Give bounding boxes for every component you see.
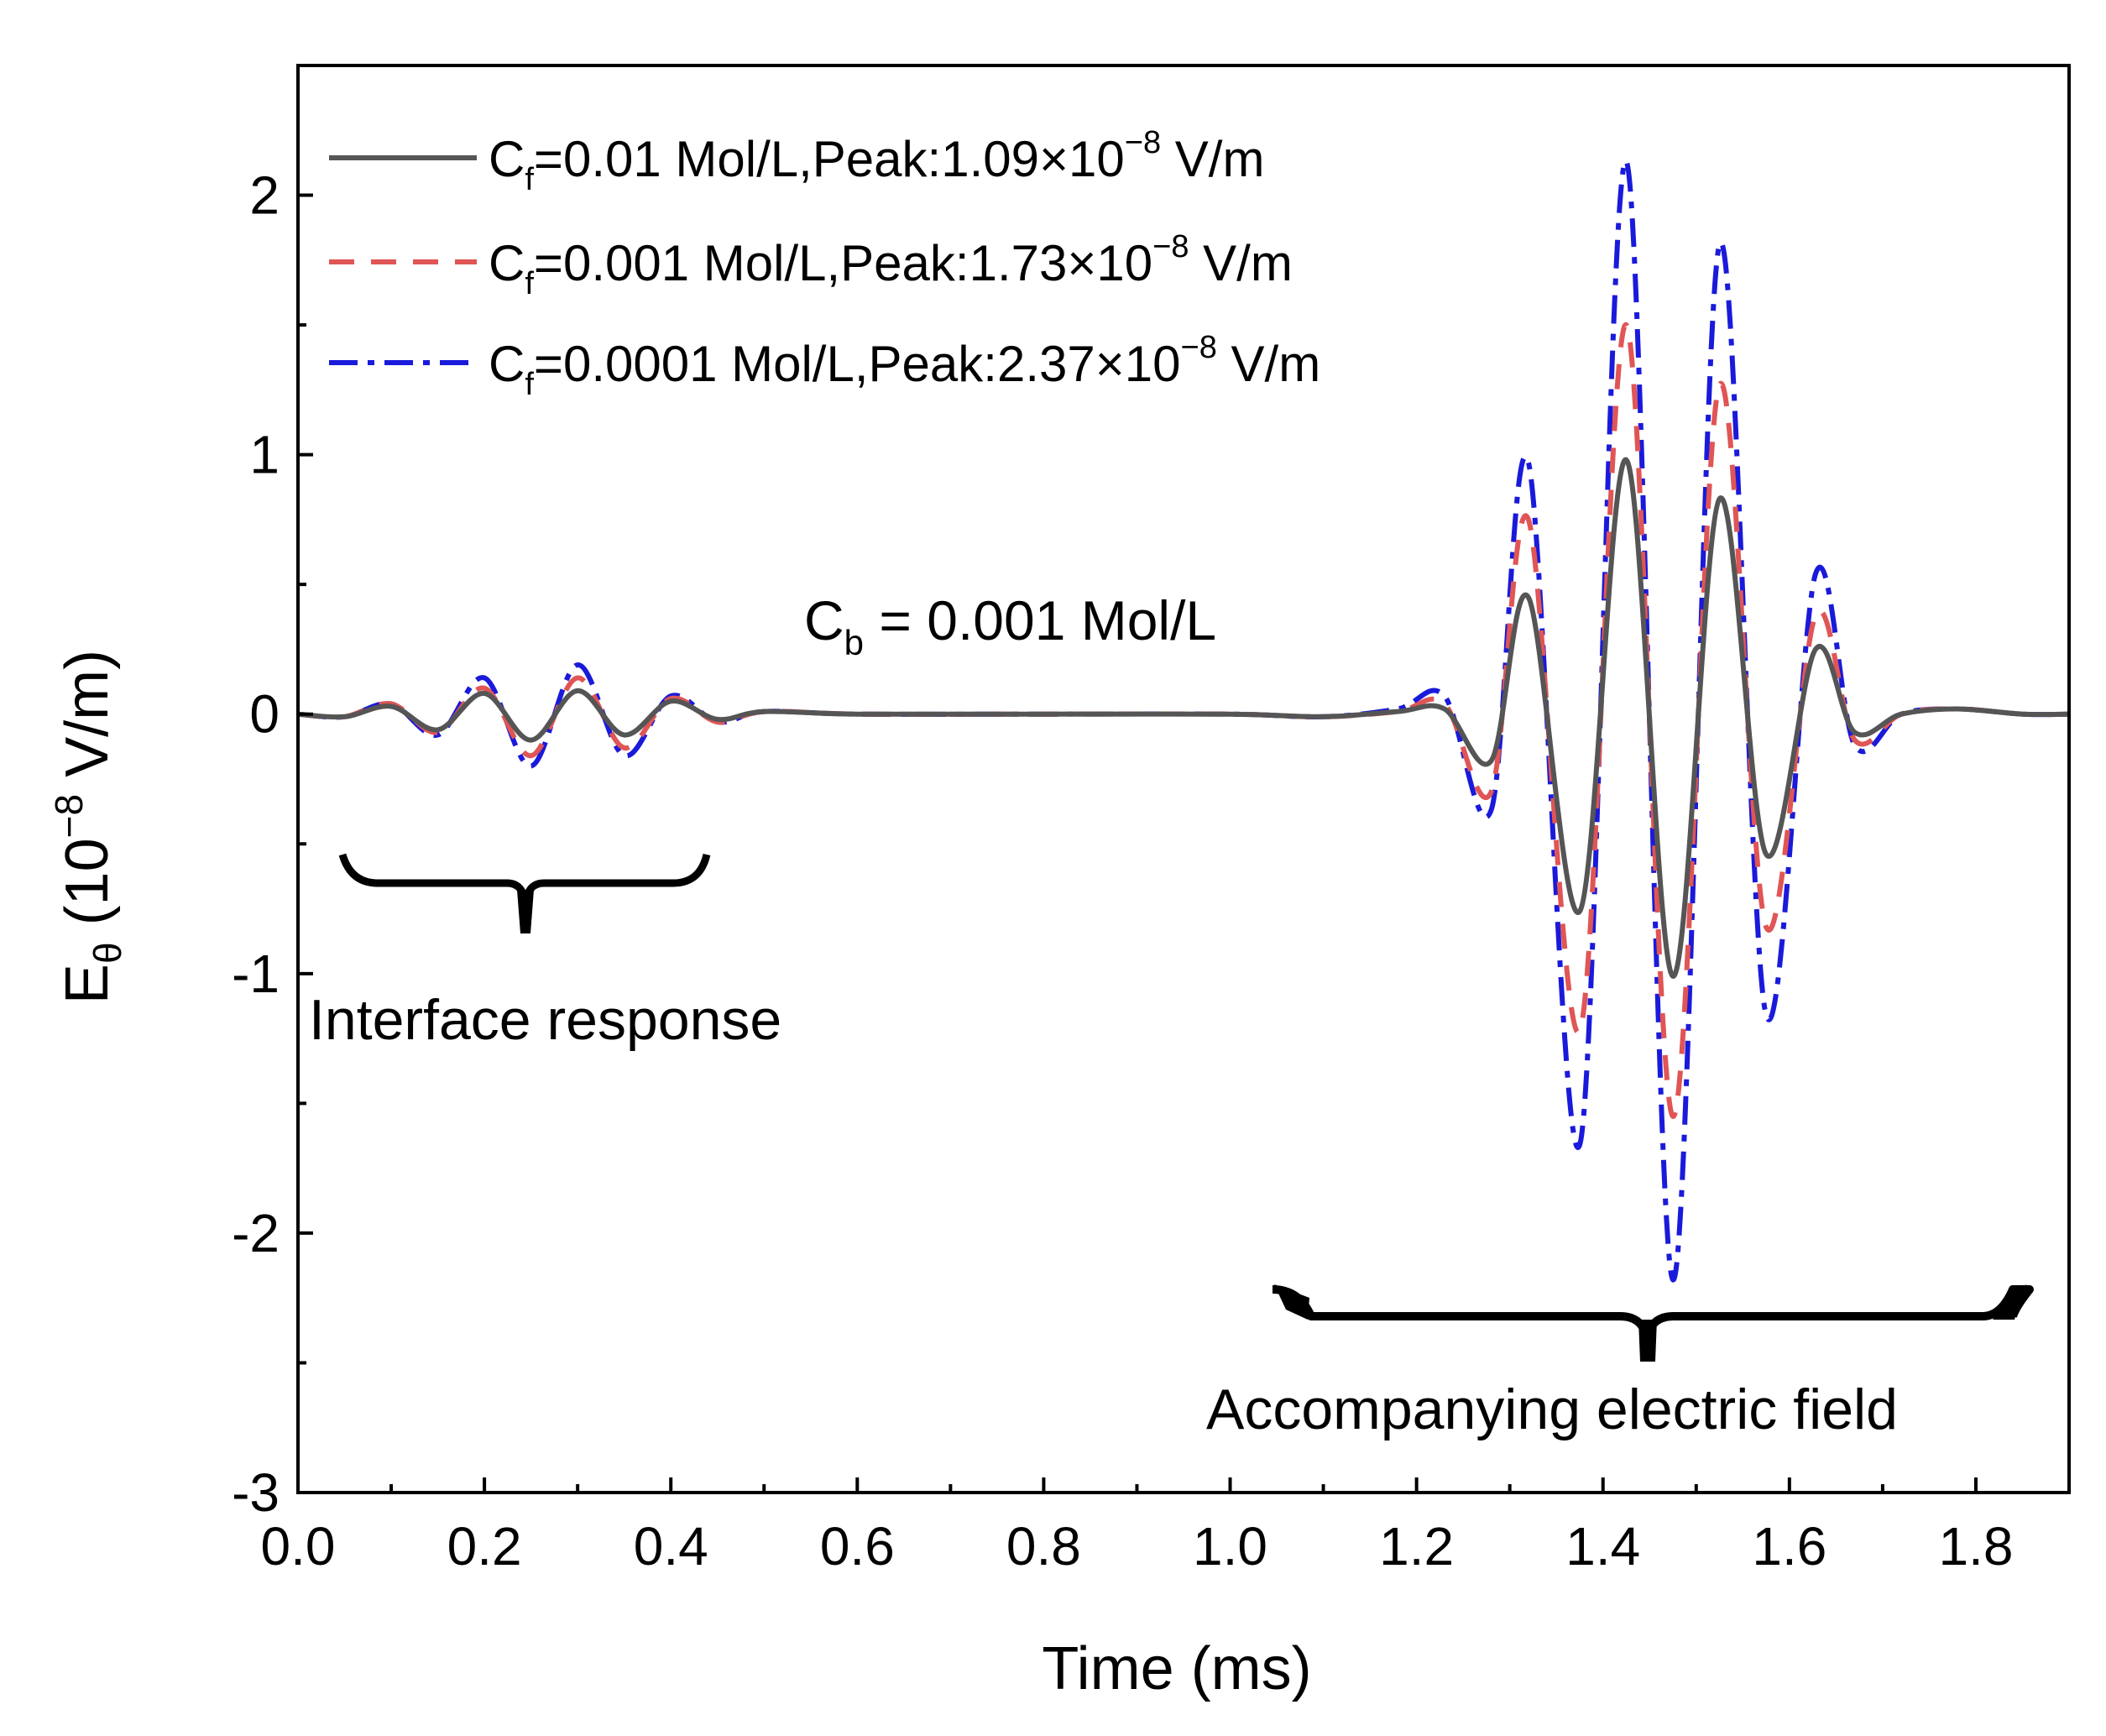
cb-sub: b — [844, 623, 864, 662]
legend-0-text: =0.01 Mol/L,Peak:1.09×10 — [534, 131, 1125, 187]
legend-0-exp: −8 — [1125, 125, 1161, 160]
series-line-1 — [298, 322, 2069, 1119]
y-label-close: V/m) — [54, 650, 121, 794]
x-tick-label-6: 1.2 — [1379, 1516, 1454, 1577]
x-tick-label-0: 0.0 — [261, 1516, 336, 1577]
frame-layer — [296, 64, 2071, 1494]
field-brace-tip — [1638, 1320, 1657, 1362]
cb-text: = 0.001 Mol/L — [864, 589, 1216, 651]
legend-label-2: Cf=0.0001 Mol/L,Peak:2.37×10−8 V/m — [489, 330, 1320, 402]
legend-2-exp: −8 — [1181, 330, 1217, 365]
x-tick-label-5: 1.0 — [1193, 1516, 1267, 1577]
y-tick-label-0: -3 — [232, 1462, 280, 1523]
cb-main: C — [804, 589, 844, 651]
legend-1-c: C — [489, 235, 525, 291]
series-line-2 — [298, 159, 2069, 1283]
legend-1-exp: −8 — [1152, 229, 1189, 264]
field-brace — [1272, 1285, 2034, 1344]
legend-label-1: Cf=0.001 Mol/L,Peak:1.73×10−8 V/m — [489, 229, 1293, 301]
interface-brace-tip — [517, 890, 534, 933]
y-label-open: (10 — [54, 838, 121, 942]
y-axis-label: Eθ (10−8 V/m) — [47, 650, 129, 1004]
y-label-sub: θ — [86, 942, 129, 964]
series-line-0 — [298, 457, 2069, 979]
legend-2-c: C — [489, 336, 525, 392]
x-tick-label-2: 0.4 — [634, 1516, 708, 1577]
x-tick-label-3: 0.6 — [820, 1516, 895, 1577]
legend-0-unit: V/m — [1161, 131, 1264, 187]
legend: Cf=0.01 Mol/L,Peak:1.09×10−8 V/m Cf=0.00… — [329, 125, 1320, 402]
y-tick-label-4: 1 — [249, 425, 280, 485]
legend-2-text: =0.0001 Mol/L,Peak:2.37×10 — [534, 336, 1181, 392]
legend-1-sub: f — [525, 266, 534, 301]
y-label-exp: −8 — [47, 794, 91, 838]
cb-annotation: Cb = 0.001 Mol/L — [804, 589, 1216, 662]
field-brace-left-cap — [1274, 1284, 1309, 1320]
x-tick-label-9: 1.8 — [1938, 1516, 2013, 1577]
y-label-main: E — [54, 964, 121, 1004]
interface-response-label: Interface response — [309, 988, 781, 1052]
legend-0-sub: f — [525, 162, 534, 197]
x-axis-label: Time (ms) — [1042, 1635, 1311, 1702]
accompanying-field-label: Accompanying electric field — [1206, 1378, 1898, 1441]
x-tick-label-7: 1.4 — [1565, 1516, 1640, 1577]
x-tick-label-1: 0.2 — [447, 1516, 522, 1577]
plot-layer — [298, 159, 2069, 1283]
y-tick-label-2: -1 — [232, 944, 280, 1004]
legend-0-c: C — [489, 131, 525, 187]
ticks-layer: 0.0 0.2 0.4 0.6 0.8 1.0 1.2 1.4 1.6 1.8 -3 -2 -1 0 1 2 — [232, 165, 2071, 1577]
y-tick-label-1: -2 — [232, 1203, 280, 1263]
y-tick-label-5: 2 — [249, 165, 280, 226]
legend-1-text: =0.001 Mol/L,Peak:1.73×10 — [534, 235, 1152, 291]
legend-1-unit: V/m — [1189, 235, 1292, 291]
legend-label-0: Cf=0.01 Mol/L,Peak:1.09×10−8 V/m — [489, 125, 1264, 197]
field-brace-right-cap — [1993, 1284, 2026, 1320]
x-tick-label-8: 1.6 — [1752, 1516, 1826, 1577]
y-tick-label-3: 0 — [249, 684, 280, 745]
x-tick-label-4: 0.8 — [1006, 1516, 1081, 1577]
plot-frame — [296, 64, 2071, 1494]
legend-2-sub: f — [525, 367, 534, 402]
legend-2-unit: V/m — [1217, 336, 1320, 392]
